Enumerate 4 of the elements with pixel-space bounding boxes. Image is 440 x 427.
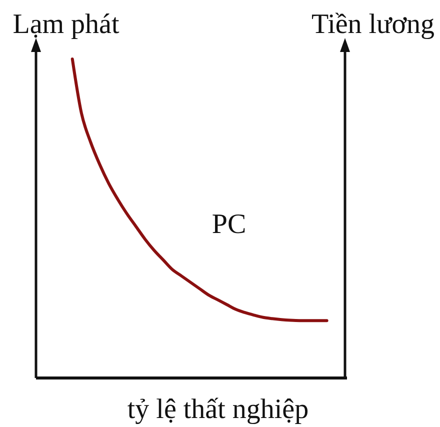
y2-axis-title: Tiền lương [311, 9, 435, 40]
y-axis-title: Lạm phát [12, 9, 120, 40]
series-label: PC [212, 209, 246, 240]
x-axis-title: tỷ lệ thất nghiệp [127, 394, 309, 425]
